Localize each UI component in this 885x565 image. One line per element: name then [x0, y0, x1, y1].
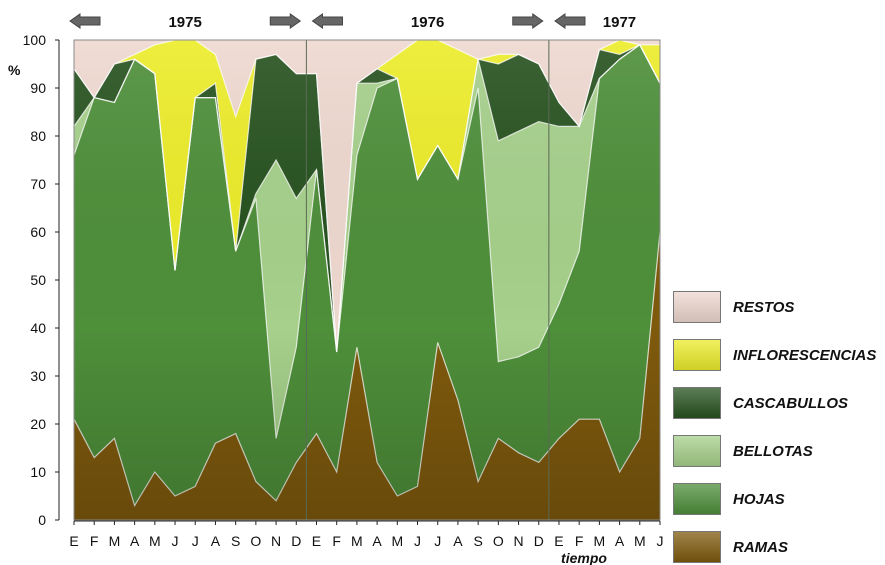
x-axis-title: tiempo: [561, 550, 607, 565]
y-tick-label: 60: [30, 224, 46, 240]
y-tick-label: 40: [30, 320, 46, 336]
x-tick-label: N: [271, 533, 281, 549]
year-end-arrow-icon: [269, 13, 302, 29]
legend-label: RESTOS: [733, 298, 795, 316]
shading-overlay: [74, 40, 660, 520]
year-start-arrow-icon: [554, 13, 586, 29]
x-tick-label: F: [575, 533, 584, 549]
y-axis-title: %: [8, 62, 21, 78]
x-tick-label: O: [250, 533, 261, 549]
y-tick-label: 0: [38, 512, 46, 528]
y-tick-label: 70: [30, 176, 46, 192]
y-tick-label: 80: [30, 128, 46, 144]
legend-item-hojas: HOJAS: [673, 482, 785, 516]
year-label: 1975: [168, 14, 201, 31]
x-tick-label: D: [291, 533, 301, 549]
year-end-arrow-icon: [512, 13, 544, 29]
plot-frame: [73, 39, 661, 521]
legend-item-bellotas: BELLOTAS: [673, 434, 813, 468]
x-tick-label: J: [192, 533, 199, 549]
x-tick-label: S: [231, 533, 240, 549]
x-tick-label: F: [332, 533, 341, 549]
x-tick-label: E: [554, 533, 563, 549]
x-tick-label: M: [351, 533, 363, 549]
x-tick-label: E: [312, 533, 321, 549]
legend-item-cascabullos: CASCABULLOS: [673, 386, 848, 420]
x-tick-label: J: [172, 533, 179, 549]
x-tick-label: M: [109, 533, 121, 549]
x-tick-label: A: [130, 533, 140, 549]
year-start-arrow-icon: [69, 13, 101, 29]
legend-label: HOJAS: [733, 490, 785, 508]
x-tick-label: M: [634, 533, 646, 549]
legend-label: INFLORESCENCIAS: [733, 346, 877, 364]
year-label: 1976: [411, 14, 444, 31]
overlay: [73, 39, 661, 521]
x-tick-label: S: [473, 533, 482, 549]
year-label: 1977: [603, 14, 636, 31]
x-tick-label: J: [657, 533, 664, 549]
x-tick-label: N: [513, 533, 523, 549]
x-tick-label: O: [493, 533, 504, 549]
x-tick-label: A: [453, 533, 463, 549]
year-start-arrow-icon: [311, 13, 343, 29]
x-tick-label: J: [434, 533, 441, 549]
y-tick-label: 10: [30, 464, 46, 480]
x-tick-label: F: [90, 533, 99, 549]
x-tick-label: D: [534, 533, 544, 549]
x-tick-label: A: [615, 533, 625, 549]
y-tick-label: 30: [30, 368, 46, 384]
legend-swatch: [673, 483, 721, 515]
legend-item-ramas: RAMAS: [673, 530, 788, 564]
y-tick-label: 20: [30, 416, 46, 432]
year-markers: 1975 1976 1977: [69, 13, 636, 31]
x-tick-label: A: [372, 533, 382, 549]
legend-swatch: [673, 339, 721, 371]
legend-swatch: [673, 531, 721, 563]
legend-swatch: [673, 387, 721, 419]
y-tick-label: 90: [30, 80, 46, 96]
legend-label: CASCABULLOS: [733, 394, 848, 412]
x-tick-label: M: [594, 533, 606, 549]
legend-label: BELLOTAS: [733, 442, 813, 460]
legend-swatch: [673, 291, 721, 323]
legend-item-inflorescencias: INFLORESCENCIAS: [673, 338, 876, 372]
legend-item-restos: RESTOS: [673, 290, 794, 324]
x-tick-label: E: [69, 533, 78, 549]
legend-label: RAMAS: [733, 538, 788, 556]
legend-swatch: [673, 435, 721, 467]
x-tick-label: A: [211, 533, 221, 549]
x-tick-label: J: [414, 533, 421, 549]
x-tick-label: M: [149, 533, 161, 549]
x-tick-label: M: [391, 533, 403, 549]
y-tick-label: 100: [23, 32, 47, 48]
y-tick-label: 50: [30, 272, 46, 288]
